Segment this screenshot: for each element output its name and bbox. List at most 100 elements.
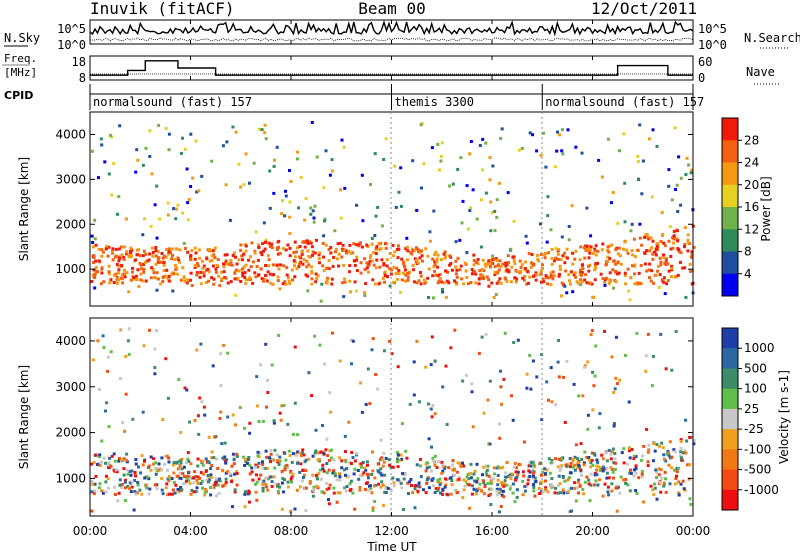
range-cell [487, 284, 491, 288]
range-cell [97, 176, 100, 180]
range-cell [486, 481, 490, 485]
range-cell [597, 158, 601, 162]
range-cell [336, 242, 340, 246]
range-cell [225, 140, 229, 144]
range-cell [493, 273, 497, 276]
range-cell [606, 255, 610, 259]
range-cell [528, 275, 532, 279]
range-cell [662, 280, 666, 284]
range-cell [288, 454, 292, 457]
range-cell [685, 156, 689, 160]
range-cell [528, 131, 532, 135]
range-cell [113, 485, 117, 489]
range-cell [93, 286, 97, 290]
range-cell [443, 485, 447, 489]
range-cell [549, 283, 553, 287]
range-cell [348, 264, 352, 268]
range-cell [533, 476, 537, 480]
range-cell [155, 236, 159, 240]
range-cell [168, 492, 171, 496]
range-cell [614, 376, 618, 380]
range-cell [229, 259, 233, 262]
range-cell [478, 144, 482, 147]
range-cell [349, 479, 353, 483]
range-cell [106, 369, 110, 373]
range-cell [670, 264, 674, 268]
range-cell [204, 469, 208, 473]
range-cell [489, 503, 493, 506]
range-cell [181, 136, 184, 140]
range-cell [326, 454, 330, 457]
range-cell [140, 454, 144, 458]
range-cell [679, 251, 683, 255]
range-cell [283, 464, 287, 468]
range-cell [686, 238, 690, 242]
range-cell [186, 451, 190, 455]
range-cell [164, 357, 168, 361]
range-cell [275, 248, 279, 252]
range-cell [284, 458, 288, 462]
range-cell [469, 206, 473, 210]
range-cell [472, 472, 476, 476]
range-cell [596, 261, 600, 265]
range-cell [388, 252, 392, 255]
range-cell [310, 277, 314, 281]
range-cell [110, 193, 114, 197]
range-cell [481, 137, 485, 141]
range-cell [267, 241, 271, 245]
range-cell [614, 269, 618, 273]
range-cell [185, 388, 189, 392]
range-cell [126, 472, 130, 476]
range-cell [182, 465, 186, 469]
range-cell [182, 482, 186, 486]
range-cell [258, 451, 262, 455]
range-cell [455, 268, 459, 272]
range-cell [349, 462, 353, 465]
range-cell [419, 274, 423, 278]
range-cell [492, 296, 496, 299]
colorbar-tick: 8 [744, 245, 752, 259]
range-cell [167, 252, 171, 256]
range-cell [440, 460, 444, 464]
range-cell [174, 264, 177, 267]
range-cell [201, 259, 204, 263]
range-cell [283, 451, 287, 455]
range-cell [583, 278, 587, 282]
range-cell [317, 451, 321, 455]
range-cell [97, 247, 101, 251]
range-cell [185, 167, 189, 171]
range-cell [505, 483, 509, 487]
range-cell [272, 475, 276, 479]
range-cell [480, 335, 484, 339]
range-cell [118, 483, 122, 487]
range-cell [90, 462, 94, 466]
range-cell [608, 281, 611, 285]
range-cell [360, 245, 364, 249]
range-cell [335, 478, 339, 482]
range-cell [295, 488, 299, 492]
nave-label: Nave [746, 65, 775, 79]
range-cell [216, 258, 220, 261]
range-cell [484, 470, 488, 474]
range-cell [424, 247, 428, 251]
range-cell [228, 218, 232, 222]
range-cell [408, 480, 412, 484]
range-cell [543, 467, 547, 471]
range-cell [345, 467, 349, 471]
range-cell [117, 459, 121, 463]
range-cell [229, 260, 233, 264]
range-cell [679, 446, 683, 450]
range-cell [470, 492, 474, 496]
range-cell [330, 331, 334, 335]
range-cell [657, 264, 660, 268]
range-cell [511, 418, 515, 422]
range-cell [581, 394, 585, 398]
range-cell [395, 451, 399, 454]
range-cell [458, 268, 462, 272]
range-cell [304, 469, 308, 472]
range-cell [204, 268, 208, 272]
range-cell [249, 255, 253, 259]
range-cell [371, 506, 375, 510]
range-cell [545, 240, 549, 244]
range-cell [399, 204, 403, 208]
